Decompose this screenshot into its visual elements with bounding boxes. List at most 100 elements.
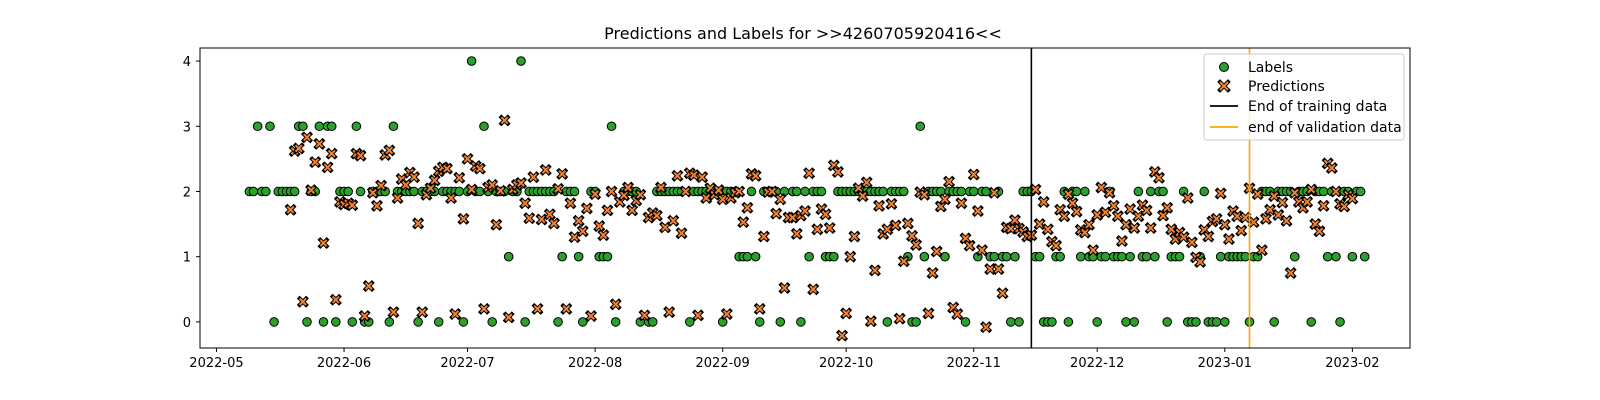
label-point (940, 251, 950, 262)
prediction-point (1070, 205, 1083, 218)
prediction-point (864, 315, 877, 328)
prediction-point (934, 200, 947, 213)
prediction-point (1165, 223, 1178, 236)
label-point (1092, 317, 1103, 327)
prediction-point (383, 144, 396, 157)
prediction-point (691, 309, 705, 322)
prediction-point (490, 218, 503, 231)
prediction-point (527, 171, 540, 184)
prediction-point (1107, 199, 1120, 212)
prediction-point (650, 209, 663, 222)
prediction-point (1181, 191, 1194, 205)
prediction-point (358, 310, 371, 323)
prediction-point (428, 174, 441, 187)
label-point (919, 251, 930, 262)
prediction-point (543, 208, 556, 221)
prediction-point (601, 204, 614, 217)
y-tick-label: 4 (183, 55, 191, 70)
prediction-point (1309, 218, 1322, 231)
prediction-point (514, 176, 528, 190)
prediction-point (502, 311, 515, 324)
prediction-point (457, 212, 470, 225)
prediction-point (770, 207, 783, 220)
prediction-point (766, 185, 779, 198)
label-point (602, 251, 613, 262)
prediction-point (856, 190, 869, 203)
label-point (968, 186, 979, 197)
label-point (269, 317, 279, 327)
prediction-point (589, 188, 602, 201)
prediction-point (930, 245, 943, 258)
prediction-point (498, 114, 511, 127)
label-point (248, 186, 259, 197)
label-point (1162, 317, 1172, 327)
prediction-point (901, 217, 914, 230)
prediction-point (905, 229, 919, 242)
prediction-point (1276, 196, 1289, 209)
label-point (1174, 251, 1185, 262)
prediction-point (671, 169, 684, 182)
prediction-point (786, 211, 799, 224)
label-point (606, 121, 617, 132)
prediction-point (1087, 244, 1100, 257)
label-point (1219, 317, 1230, 327)
prediction-point (844, 250, 857, 263)
prediction-point (572, 214, 585, 227)
prediction-point (292, 142, 305, 155)
prediction-point (387, 306, 400, 319)
label-point (503, 251, 514, 262)
prediction-point (305, 184, 318, 197)
label-point (981, 186, 991, 197)
prediction-point (1301, 195, 1314, 208)
prediction-point (938, 193, 951, 206)
label-point (1199, 186, 1210, 197)
label-point (1150, 251, 1160, 262)
label-point (355, 186, 366, 197)
label-point (479, 121, 489, 132)
label-point (520, 317, 530, 327)
prediction-point (720, 308, 733, 321)
prediction-point (1062, 188, 1075, 201)
prediction-point (798, 205, 812, 218)
prediction-point (971, 205, 984, 218)
label-point (1100, 251, 1111, 262)
label-point (516, 56, 526, 66)
prediction-point (663, 306, 676, 319)
prediction-point (852, 182, 865, 195)
label-point (1133, 186, 1144, 197)
prediction-point (1325, 161, 1338, 175)
x-tick-label: 2022-07 (440, 356, 494, 371)
prediction-point (399, 178, 412, 191)
label-point (557, 251, 567, 262)
label-point (1055, 251, 1065, 262)
prediction-point (1103, 186, 1116, 199)
prediction-point (757, 230, 770, 243)
label-point (569, 186, 580, 197)
prediction-point (362, 280, 375, 293)
axis-ticks: 2022-05 2022-06 2022-07 2022-08 2022-09 2022-… (183, 55, 1380, 371)
prediction-point (1247, 216, 1260, 229)
label-point (1075, 251, 1086, 262)
label-point (1359, 251, 1370, 262)
prediction-point (1264, 203, 1277, 216)
label-point (882, 317, 893, 327)
x-tick-label: 2022-11 (947, 356, 1001, 371)
label-point (1034, 251, 1045, 262)
prediction-point (1008, 214, 1021, 227)
label-point (1014, 317, 1024, 327)
prediction-point (778, 281, 791, 295)
prediction-point (860, 176, 873, 189)
plot-area (244, 48, 1370, 348)
prediction-point (1268, 190, 1281, 203)
y-tick-label: 0 (183, 316, 191, 331)
prediction-point (621, 181, 635, 194)
prediction-point (741, 201, 754, 214)
label-point (1005, 317, 1016, 327)
prediction-point (477, 302, 491, 315)
prediction-point (453, 171, 466, 184)
prediction-point (918, 188, 931, 201)
prediction-point (992, 263, 1005, 276)
prediction-point (605, 185, 618, 198)
prediction-point (753, 302, 766, 315)
label-point (610, 317, 621, 327)
